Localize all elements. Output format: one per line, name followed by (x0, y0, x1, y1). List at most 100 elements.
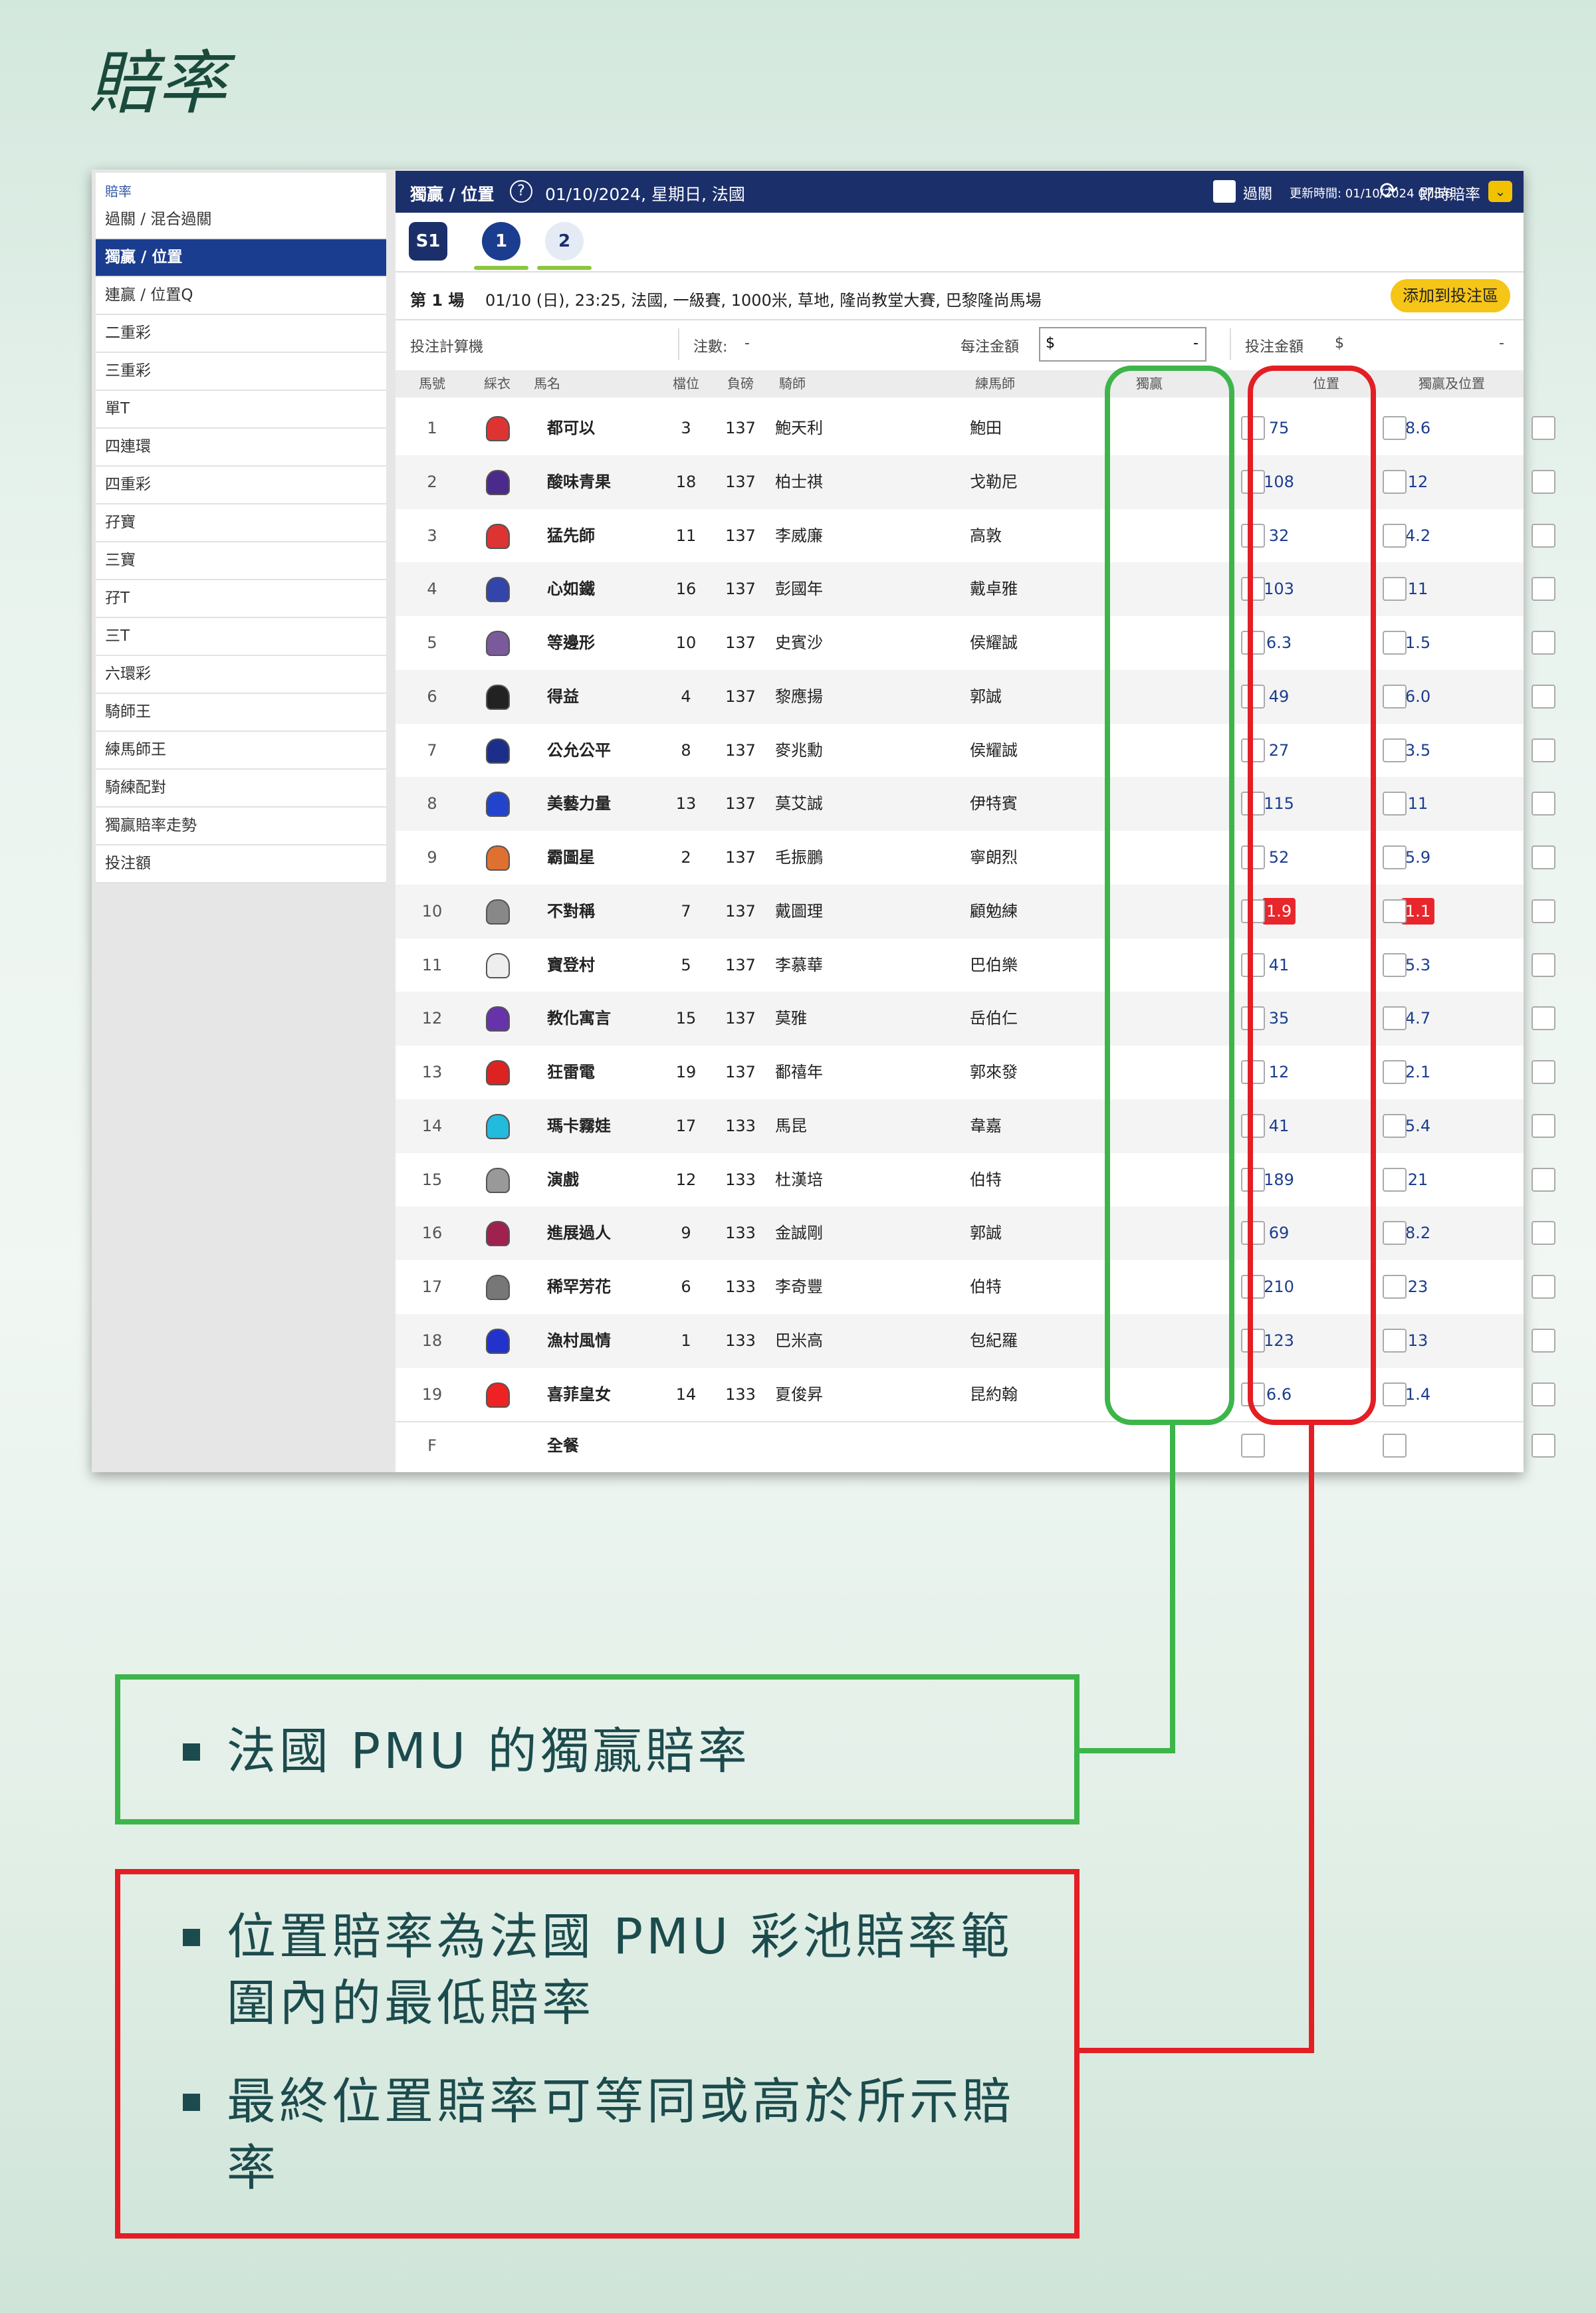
bet-checkbox[interactable] (1532, 577, 1555, 602)
bet-checkbox[interactable] (1532, 1328, 1555, 1353)
refresh-icon[interactable]: ⟳ (1379, 177, 1399, 204)
sidebar-item[interactable]: 六環彩 (96, 656, 386, 694)
bet-checkbox[interactable] (1532, 1060, 1555, 1084)
bet-checkbox[interactable] (1241, 523, 1265, 548)
win-odds: 41 (1268, 955, 1290, 974)
bet-checkbox[interactable] (1532, 952, 1555, 977)
bet-checkbox[interactable] (1241, 792, 1265, 816)
bet-checkbox[interactable] (1241, 952, 1265, 977)
sidebar-item[interactable]: 獨贏賠率走勢 (96, 808, 386, 845)
bet-checkbox[interactable] (1241, 631, 1265, 655)
bet-checkbox[interactable] (1241, 1328, 1265, 1353)
bet-checkbox[interactable] (1532, 792, 1555, 816)
sidebar-item[interactable]: 三重彩 (96, 353, 386, 391)
bet-checkbox[interactable] (1241, 416, 1265, 440)
bet-checkbox[interactable] (1241, 845, 1265, 869)
draw: 13 (675, 794, 697, 814)
bet-checkbox[interactable] (1241, 1275, 1265, 1299)
bet-checkbox[interactable] (1383, 469, 1407, 494)
bet-checkbox[interactable] (1532, 845, 1555, 869)
sidebar-item[interactable]: 騎師王 (96, 694, 386, 732)
silks (486, 416, 510, 441)
bet-checkbox[interactable] (1532, 1221, 1555, 1246)
bet-checkbox[interactable] (1383, 1167, 1407, 1192)
sidebar-item[interactable]: 投注額 (96, 845, 386, 883)
bet-checkbox[interactable] (1383, 1006, 1407, 1031)
bet-checkbox[interactable] (1241, 1434, 1265, 1458)
horse-name: 等邊形 (547, 633, 595, 652)
bet-checkbox[interactable] (1383, 845, 1407, 869)
bet-checkbox[interactable] (1383, 899, 1407, 923)
bet-checkbox[interactable] (1532, 684, 1555, 709)
bet-checkbox[interactable] (1241, 1221, 1265, 1246)
bet-checkbox[interactable] (1532, 523, 1555, 548)
jockey: 麥兆勳 (775, 740, 823, 760)
table-row: 18 漁村風情 1 133 巴米高 包紀羅 123 13 (396, 1313, 1555, 1368)
sidebar-item[interactable]: 三寶 (96, 542, 386, 580)
live-dropdown[interactable]: ⌄ (1488, 181, 1512, 202)
add-to-slip-button[interactable]: 添加到投注區 (1391, 279, 1510, 312)
bet-checkbox[interactable] (1532, 631, 1555, 655)
bet-checkbox[interactable] (1383, 523, 1407, 548)
sidebar-item[interactable]: 騎練配對 (96, 770, 386, 808)
bet-checkbox[interactable] (1383, 416, 1407, 440)
bet-checkbox[interactable] (1241, 684, 1265, 709)
bet-checkbox[interactable] (1532, 469, 1555, 494)
bet-checkbox[interactable] (1532, 1113, 1555, 1138)
race-tab[interactable]: 2 (545, 222, 584, 261)
bet-checkbox[interactable] (1241, 1167, 1265, 1192)
bet-checkbox[interactable] (1383, 1060, 1407, 1084)
bet-checkbox[interactable] (1383, 792, 1407, 816)
sidebar-item[interactable]: 練馬師王 (96, 732, 386, 770)
allup-checkbox[interactable] (1213, 180, 1236, 203)
unit-input[interactable]: $ - (1039, 327, 1206, 362)
bet-checkbox[interactable] (1383, 1113, 1407, 1138)
horse-number: 13 (421, 1063, 443, 1081)
bet-checkbox[interactable] (1383, 952, 1407, 977)
bet-checkbox[interactable] (1532, 1434, 1555, 1458)
live-odds[interactable]: 即時賠率 (1419, 186, 1480, 203)
bet-checkbox[interactable] (1241, 1113, 1265, 1138)
race-label: 第 1 場 (410, 291, 465, 310)
bet-checkbox[interactable] (1383, 577, 1407, 602)
sidebar-item[interactable]: 三T (96, 618, 386, 656)
bet-checkbox[interactable] (1532, 1167, 1555, 1192)
bet-checkbox[interactable] (1532, 1006, 1555, 1031)
sidebar-item[interactable]: 四連環 (96, 429, 386, 467)
bet-checkbox[interactable] (1383, 1275, 1407, 1299)
bet-checkbox[interactable] (1241, 738, 1265, 762)
bet-checkbox[interactable] (1532, 738, 1555, 762)
bet-checkbox[interactable] (1241, 1006, 1265, 1031)
sidebar-item[interactable]: 孖寶 (96, 504, 386, 542)
bet-checkbox[interactable] (1383, 1221, 1407, 1246)
bet-checkbox[interactable] (1241, 1060, 1265, 1084)
race-tab[interactable]: S1 (409, 222, 447, 261)
race-tab[interactable]: 1 (482, 222, 520, 261)
sidebar-item[interactable]: 四重彩 (96, 467, 386, 504)
bet-checkbox[interactable] (1241, 469, 1265, 494)
bet-checkbox[interactable] (1383, 1328, 1407, 1353)
bet-checkbox[interactable] (1241, 577, 1265, 602)
bet-checkbox[interactable] (1532, 899, 1555, 923)
weight: 137 (725, 794, 756, 814)
sidebar-item[interactable]: 連贏 / 位置Q (96, 277, 386, 315)
bet-checkbox[interactable] (1383, 631, 1407, 655)
bet-checkbox[interactable] (1383, 1382, 1407, 1406)
table-row: 5 等邊形 10 137 史賓沙 侯耀誠 6.3 1.5 (396, 616, 1555, 670)
bet-checkbox[interactable] (1383, 684, 1407, 709)
bet-checkbox[interactable] (1383, 1434, 1407, 1458)
sidebar-item[interactable]: 單T (96, 391, 386, 429)
bet-checkbox[interactable] (1241, 899, 1265, 923)
unit-currency: $ (1046, 335, 1055, 352)
bet-checkbox[interactable] (1532, 1275, 1555, 1299)
sidebar-item[interactable]: 獨贏 / 位置 (96, 239, 386, 277)
table-row: 8 美藝力量 13 137 莫艾誠 伊特賓 115 11 (396, 777, 1555, 831)
tab-bar: S1 1 2 (396, 213, 1524, 273)
bet-checkbox[interactable] (1532, 1382, 1555, 1406)
bet-checkbox[interactable] (1532, 416, 1555, 440)
help-icon[interactable]: ? (510, 180, 532, 203)
bet-checkbox[interactable] (1383, 738, 1407, 762)
sidebar-item[interactable]: 二重彩 (96, 315, 386, 353)
sidebar-item[interactable]: 過關 / 混合過關 (96, 201, 386, 239)
sidebar-item[interactable]: 孖T (96, 580, 386, 618)
